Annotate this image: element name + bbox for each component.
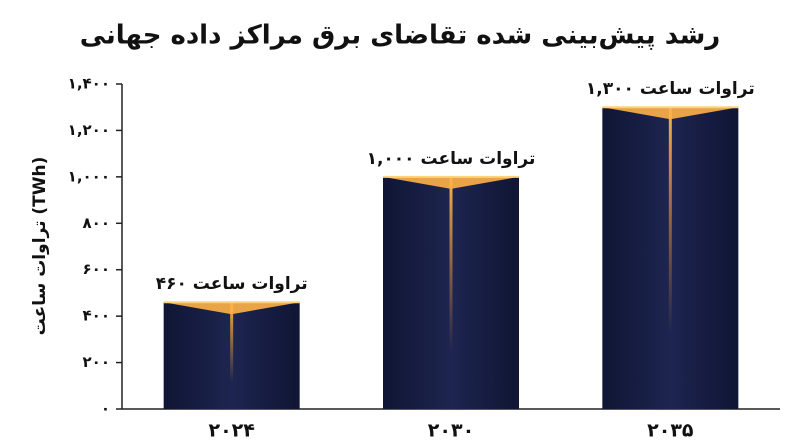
x-tick-label: ۲۰۲۴ [208, 420, 254, 442]
x-tick-label: ۲۰۳۵ [647, 420, 694, 442]
bar-glow [668, 107, 672, 334]
y-tick-label: ۱,۰۰۰ [68, 167, 110, 185]
y-tick-label: ۶۰۰ [83, 260, 110, 278]
value-label: ۴۶۰ تراوات ساعت [156, 274, 308, 294]
y-tick-label: ۰ [101, 400, 110, 418]
y-axis-label: تراوات ساعت (TWh) [30, 157, 50, 336]
value-label: ۱,۰۰۰ تراوات ساعت [367, 149, 536, 169]
y-tick-label: ۴۰۰ [83, 307, 110, 325]
chart-title: رشد پیش‌بینی شده تقاضای برق مراکز داده ج… [80, 21, 721, 51]
y-tick-label: ۸۰۰ [83, 214, 110, 232]
y-tick-label: ۱,۲۰۰ [68, 121, 110, 139]
y-tick-label: ۲۰۰ [83, 353, 110, 371]
x-tick-label: ۲۰۳۰ [428, 420, 474, 442]
value-label: ۱,۳۰۰ تراوات ساعت [586, 79, 755, 99]
bar-glow [230, 302, 234, 383]
bar-glow [449, 176, 453, 351]
y-tick-label: ۱,۴۰۰ [68, 75, 110, 93]
